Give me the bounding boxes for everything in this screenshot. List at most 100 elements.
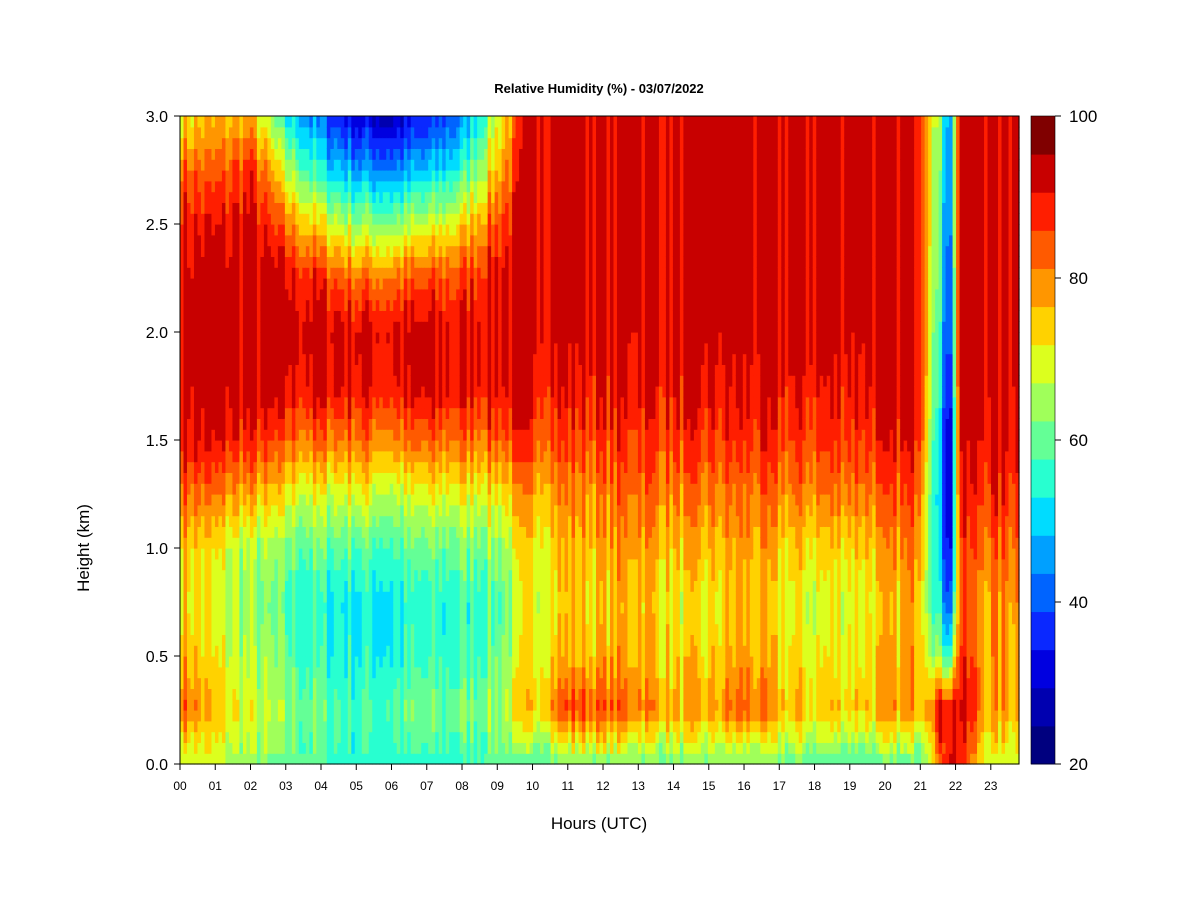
heatmap-cell [365, 580, 370, 592]
heatmap-cell [333, 753, 338, 765]
heatmap-cell [459, 569, 464, 581]
heatmap-cell [239, 494, 244, 506]
heatmap-cell [267, 472, 272, 484]
heatmap-cell [221, 256, 227, 268]
heatmap-cell [302, 515, 307, 527]
heatmap-cell [372, 440, 377, 452]
heatmap-cell [431, 710, 436, 722]
heatmap-cell [326, 569, 331, 581]
heatmap-cell [400, 288, 405, 301]
heatmap-cell [340, 126, 345, 139]
heatmap-cell [298, 159, 303, 171]
heatmap-cell [319, 191, 324, 203]
heatmap-cell [295, 731, 300, 743]
heatmap-cell [228, 580, 234, 592]
heatmap-cell [284, 245, 289, 257]
heatmap-cell [445, 472, 450, 484]
heatmap-cell [386, 418, 391, 430]
heatmap-cell [417, 256, 422, 268]
heatmap-cell [407, 515, 412, 527]
heatmap-cell [281, 612, 286, 625]
heatmap-cell [183, 116, 188, 128]
heatmap-cell [452, 407, 457, 419]
heatmap-cell [221, 569, 227, 581]
heatmap-cell [256, 191, 262, 203]
heatmap-cell [372, 159, 377, 171]
heatmap-cell [368, 731, 373, 743]
heatmap-cell [214, 299, 220, 311]
heatmap-cell [270, 602, 275, 614]
heatmap-cell [211, 386, 216, 398]
heatmap-cell [253, 407, 258, 419]
heatmap-cell [428, 148, 433, 160]
heatmap-cell [368, 386, 373, 398]
heatmap-cell [319, 396, 324, 409]
heatmap-cell [242, 450, 248, 463]
heatmap-cell [333, 472, 338, 484]
heatmap-cell [239, 375, 244, 387]
heatmap-cell [274, 688, 279, 700]
heatmap-cell [228, 526, 234, 538]
heatmap-cell [442, 116, 447, 128]
heatmap-cell [361, 710, 366, 722]
heatmap-cell [214, 159, 220, 171]
heatmap-cell [365, 224, 370, 236]
heatmap-cell [186, 159, 192, 171]
heatmap-cell [239, 548, 244, 560]
heatmap-cell [190, 342, 195, 355]
heatmap-cell [190, 677, 195, 689]
heatmap-cell [180, 656, 185, 668]
heatmap-cell [449, 558, 454, 571]
heatmap-cell [281, 623, 286, 635]
heatmap-cell [452, 137, 457, 149]
heatmap-cell [249, 396, 255, 409]
heatmap-cell [459, 191, 464, 203]
heatmap-cell [239, 332, 244, 344]
heatmap-cell [333, 321, 338, 333]
heatmap-cell [249, 429, 255, 441]
heatmap-cell [263, 472, 268, 484]
heatmap-cell [435, 278, 440, 290]
heatmap-cell [225, 666, 230, 679]
heatmap-cell [197, 321, 202, 333]
heatmap-cell [214, 245, 220, 257]
heatmap-cell [396, 137, 401, 149]
heatmap-cell [207, 137, 213, 149]
heatmap-cell [354, 634, 359, 646]
heatmap-cell [407, 126, 412, 139]
heatmap-cell [218, 353, 223, 365]
heatmap-cell [183, 483, 188, 495]
heatmap-cell [382, 429, 387, 441]
heatmap-cell [438, 202, 443, 214]
heatmap-cell [351, 526, 356, 538]
heatmap-cell [330, 126, 335, 139]
heatmap-cell [326, 245, 331, 257]
heatmap-cell [449, 386, 454, 398]
heatmap-cell [197, 116, 202, 128]
heatmap-cell [361, 742, 366, 754]
heatmap-cell [207, 450, 213, 463]
heatmap-cell [180, 256, 185, 268]
heatmap-cell [305, 634, 310, 646]
heatmap-cell [438, 126, 443, 139]
heatmap-cell [438, 418, 443, 430]
heatmap-cell [260, 148, 265, 160]
heatmap-cell [330, 677, 335, 689]
heatmap-cell [232, 321, 237, 333]
heatmap-cell [396, 224, 401, 236]
heatmap-cell [190, 634, 195, 646]
heatmap-cell [319, 558, 324, 571]
heatmap-cell [256, 558, 262, 571]
heatmap-cell [305, 353, 310, 365]
heatmap-cell [288, 418, 293, 430]
heatmap-cell [347, 634, 352, 646]
heatmap-cell [358, 267, 363, 279]
heatmap-cell [190, 332, 195, 344]
heatmap-cell [197, 710, 202, 722]
heatmap-cell [396, 494, 401, 506]
heatmap-cell [207, 386, 213, 398]
heatmap-cell [200, 256, 206, 268]
heatmap-cell [316, 364, 321, 376]
heatmap-cell [421, 494, 426, 506]
heatmap-cell [218, 483, 223, 495]
